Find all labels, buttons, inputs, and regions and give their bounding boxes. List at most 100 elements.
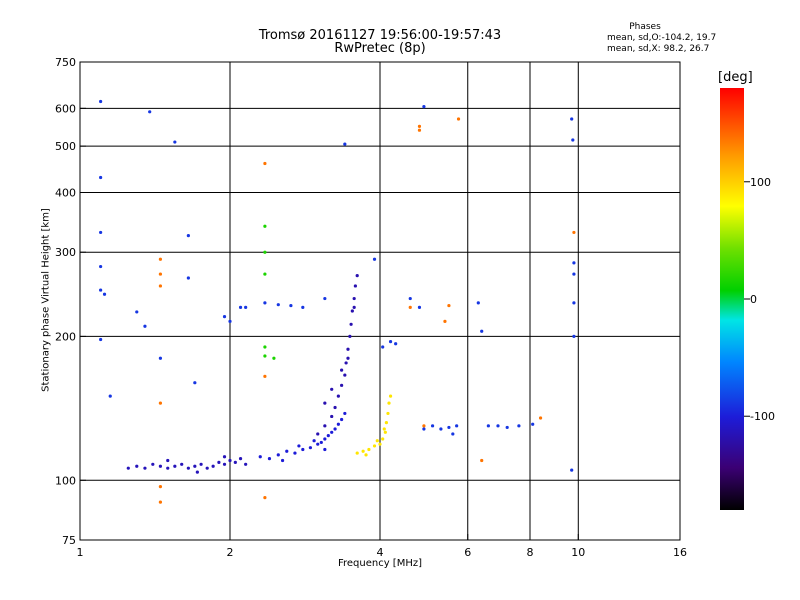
data-point	[323, 424, 327, 428]
stats-header: Phases	[629, 22, 661, 32]
data-point	[263, 301, 267, 305]
data-point	[349, 322, 353, 326]
data-point	[244, 305, 248, 309]
series-x-trace	[355, 394, 393, 457]
data-point	[276, 303, 280, 307]
data-point	[572, 230, 576, 235]
data-point	[447, 425, 451, 430]
data-point	[517, 424, 521, 428]
data-point	[99, 288, 103, 292]
data-point	[263, 161, 267, 166]
data-point	[186, 466, 190, 470]
data-point	[158, 284, 163, 288]
x-axis-label: Frequency [MHz]	[337, 558, 423, 569]
series-scatter-warm	[158, 117, 576, 504]
data-point	[381, 437, 385, 441]
data-point	[333, 427, 337, 431]
data-point	[417, 124, 422, 128]
data-point	[263, 272, 267, 276]
data-point	[388, 394, 393, 398]
x-tick-label: 6	[464, 546, 471, 559]
data-point	[99, 337, 103, 342]
data-point	[244, 462, 248, 466]
data-point	[233, 460, 237, 464]
data-point	[336, 394, 340, 398]
data-point	[326, 434, 330, 438]
data-point	[352, 296, 356, 301]
data-point	[352, 305, 356, 309]
data-point	[148, 110, 152, 114]
data-points	[99, 99, 576, 504]
data-point	[443, 319, 447, 323]
data-point	[355, 451, 359, 455]
data-point	[316, 442, 320, 446]
data-point	[572, 334, 576, 338]
data-point	[422, 427, 426, 431]
data-point	[276, 453, 280, 457]
data-point	[570, 117, 574, 121]
data-point	[333, 405, 337, 410]
colorbar-ticks: 100 0 -100	[744, 176, 775, 423]
series-scatter-green	[263, 224, 276, 360]
series-o-trace-low	[126, 455, 248, 474]
series-o-trace-bend	[258, 411, 347, 463]
data-point	[301, 447, 305, 452]
data-point	[272, 356, 276, 360]
stats-o-mode: mean, sd,O:-104.2, 19.7	[607, 33, 717, 43]
data-point	[135, 464, 139, 468]
data-point	[367, 447, 371, 452]
data-point	[572, 272, 576, 276]
data-point	[480, 458, 484, 463]
data-point	[151, 462, 155, 466]
data-point	[346, 347, 350, 351]
data-point	[166, 458, 170, 463]
y-tick-label: 750	[55, 56, 76, 69]
data-point	[340, 368, 344, 372]
data-point	[480, 329, 484, 333]
data-point	[135, 310, 139, 314]
data-point	[238, 305, 243, 309]
data-point	[340, 383, 344, 387]
y-tick-label: 100	[55, 474, 76, 487]
data-point	[263, 224, 267, 228]
data-point	[344, 361, 348, 365]
data-point	[346, 356, 350, 360]
data-point	[572, 261, 576, 265]
y-tick-label: 600	[55, 102, 76, 115]
chart-title: Tromsø 20161127 19:56:00-19:57:43	[258, 28, 502, 43]
y-tick-label: 75	[62, 534, 76, 547]
data-point	[323, 296, 327, 301]
data-point	[386, 411, 390, 416]
y-tick-label: 500	[55, 140, 76, 153]
data-point	[417, 128, 422, 132]
x-tick-label: 4	[377, 546, 384, 559]
data-point	[417, 305, 422, 309]
data-point	[387, 401, 391, 405]
data-point	[293, 451, 297, 455]
data-point	[205, 466, 209, 470]
gridlines	[80, 62, 680, 540]
data-point	[99, 175, 103, 180]
colorbar-tick-label: 0	[750, 293, 757, 306]
data-point	[263, 495, 267, 500]
data-point	[422, 424, 426, 428]
data-point	[572, 301, 576, 305]
data-point	[382, 427, 386, 431]
data-point	[222, 315, 227, 319]
data-point	[505, 425, 509, 430]
data-point	[476, 301, 480, 305]
data-point	[312, 439, 316, 443]
data-point	[158, 401, 163, 405]
data-point	[323, 447, 327, 452]
data-point	[158, 356, 163, 360]
data-point	[336, 422, 340, 426]
data-point	[381, 345, 385, 349]
data-point	[439, 427, 443, 431]
data-point	[340, 417, 344, 422]
data-point	[238, 457, 243, 461]
data-point	[355, 274, 359, 278]
data-point	[99, 99, 103, 104]
data-point	[384, 421, 388, 425]
data-point	[451, 432, 455, 436]
